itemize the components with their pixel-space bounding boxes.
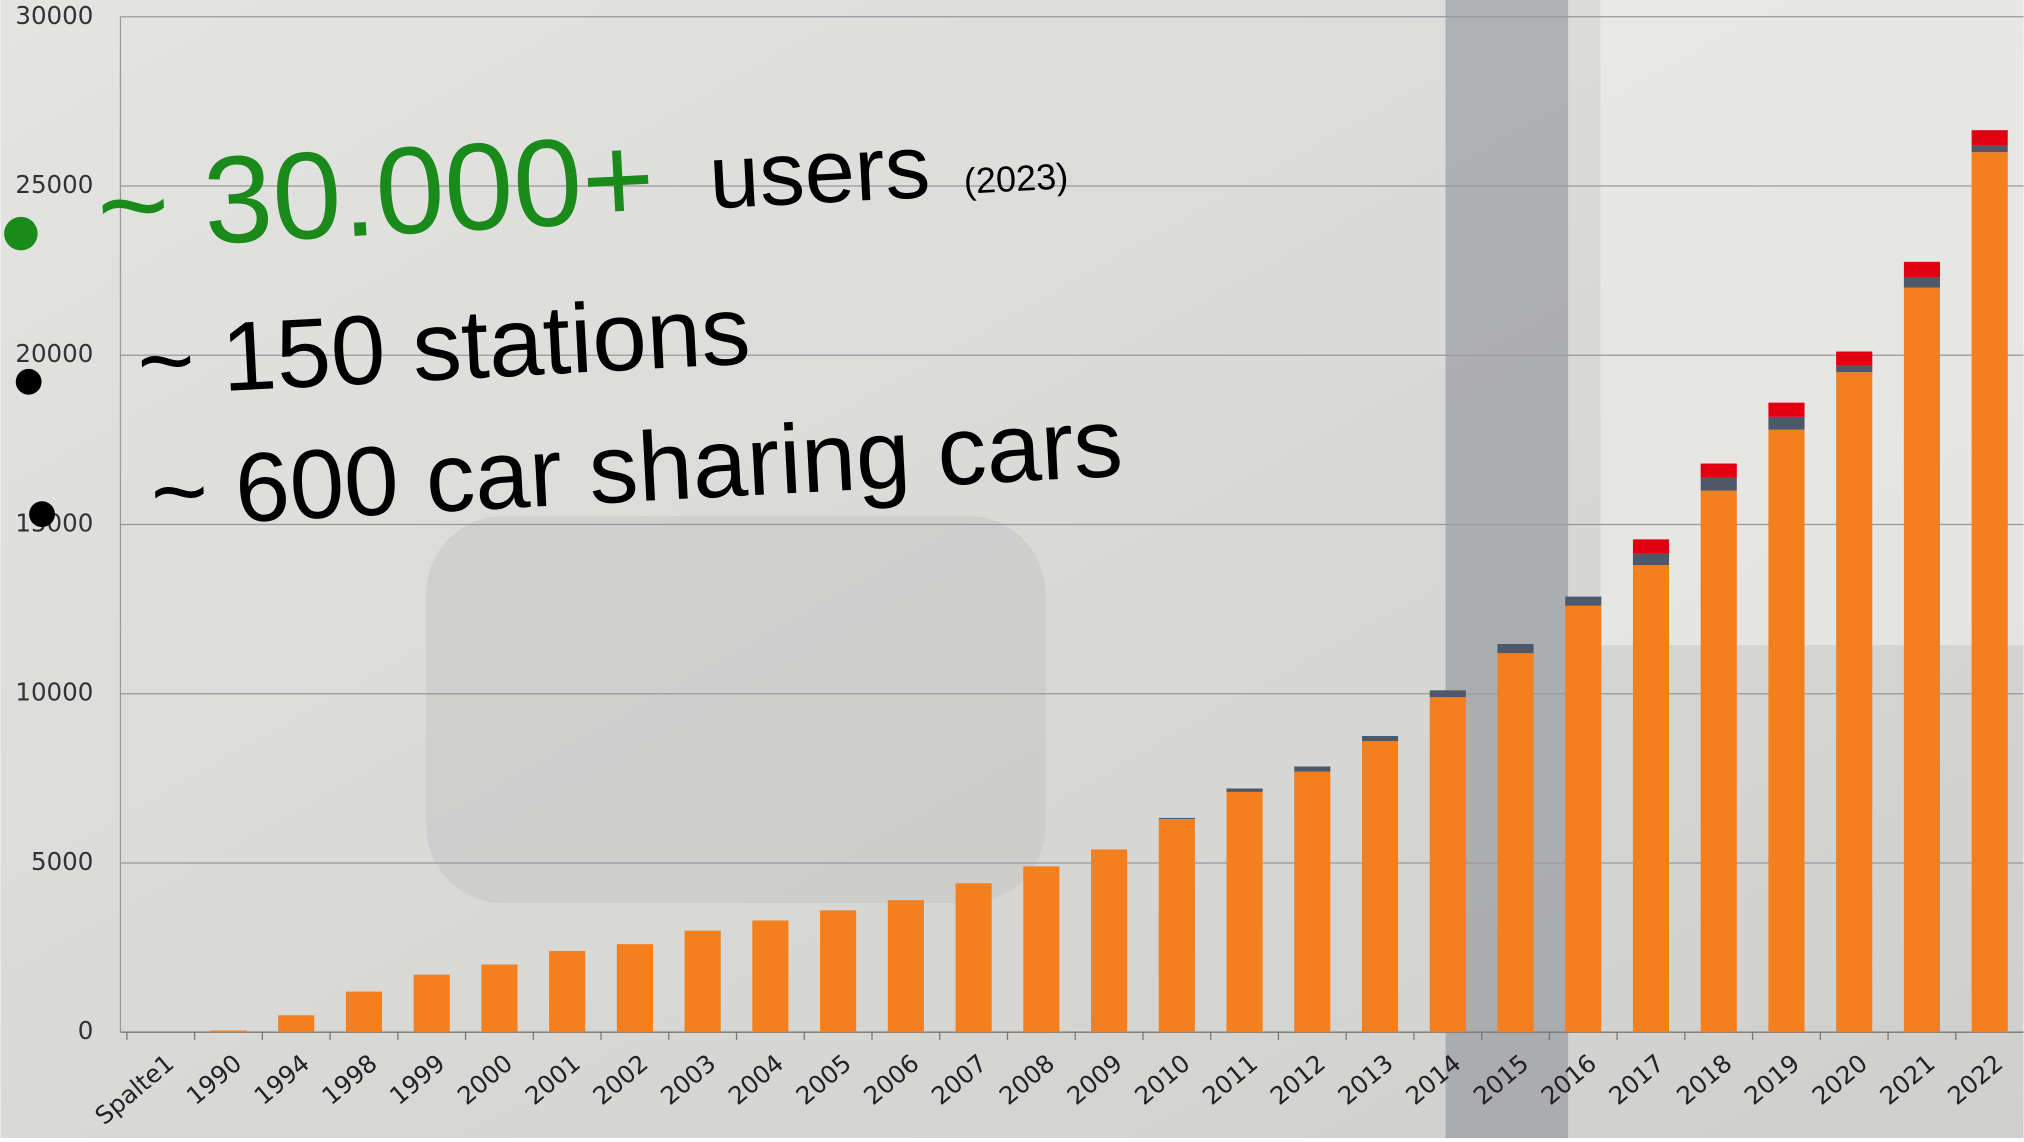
bar-segment: [1429, 690, 1466, 698]
bar-segment: [1903, 277, 1941, 288]
bar-segment: [684, 930, 721, 1033]
bar-segment: [1700, 477, 1737, 491]
bar-segment: [1903, 261, 1941, 278]
bar-segment: [278, 1015, 315, 1033]
bar-segment: [1971, 152, 2008, 1033]
bar-segment: [1836, 372, 1873, 1033]
bullet: [29, 501, 55, 528]
bar-segment: [1294, 766, 1331, 772]
users-label: users: [707, 116, 933, 228]
bar-segment: [752, 920, 789, 1033]
bar-segment: [1361, 741, 1399, 1033]
bar-segment: [1497, 653, 1534, 1033]
bar-segment: [887, 900, 924, 1033]
bar-segment: [1023, 866, 1060, 1033]
bar-segment: [210, 1030, 247, 1033]
headline: ~ 30.000+: [93, 109, 657, 276]
bar-segment: [1700, 463, 1737, 478]
bullet: [4, 216, 38, 251]
bar-segment: [1158, 818, 1195, 1033]
bar-segment: [345, 991, 383, 1033]
bar-segment: [1971, 145, 2008, 153]
bar-segment: [1361, 736, 1399, 742]
bar-segment: [1768, 416, 1805, 430]
bar-segment: [1226, 788, 1263, 792]
y-tick-label: 30000: [15, 1, 93, 30]
y-tick-label: 0: [78, 1016, 94, 1045]
bar-segment: [1565, 596, 1602, 606]
bar-segment: [413, 974, 450, 1033]
bar-segment: [616, 944, 653, 1033]
bar-segment: [1836, 351, 1873, 366]
bar-segment: [549, 950, 586, 1033]
bar-segment: [1632, 553, 1670, 566]
year-label: (2023): [963, 155, 1069, 201]
bar-segment: [1700, 490, 1737, 1033]
y-tick-label: 10000: [15, 678, 93, 707]
bar-segment: [820, 910, 857, 1033]
bar-segment: [1091, 849, 1128, 1033]
bar-segment: [1565, 605, 1602, 1033]
bar-segment: [1768, 402, 1805, 417]
bar-segment: [1429, 697, 1466, 1033]
background-building: [1600, 0, 2024, 646]
bar-segment: [955, 883, 992, 1033]
bar-segment: [1971, 130, 2008, 146]
bar-segment: [1632, 539, 1670, 554]
bar-segment: [1158, 817, 1195, 819]
bullet: [15, 368, 42, 395]
bar-segment: [1497, 643, 1534, 654]
bar-segment: [1294, 771, 1331, 1033]
background-car: [426, 516, 1046, 904]
bar-segment: [1226, 791, 1263, 1033]
y-tick-label: 20000: [15, 339, 93, 368]
bar-segment: [1632, 565, 1670, 1033]
bar-segment: [1836, 365, 1873, 373]
bar-segment: [1768, 429, 1805, 1033]
y-tick-label: 25000: [15, 170, 93, 199]
y-tick-label: 5000: [31, 847, 93, 876]
bar-segment: [1903, 287, 1941, 1033]
bar-segment: [481, 964, 518, 1033]
